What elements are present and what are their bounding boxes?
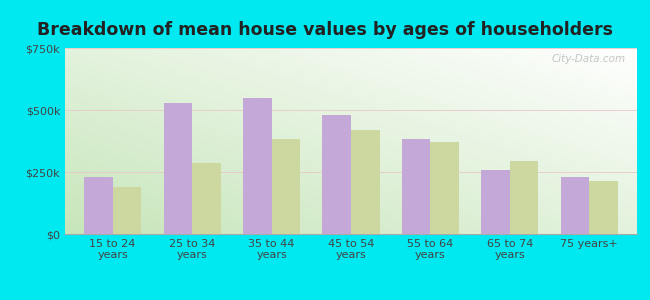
Bar xyxy=(112,187,141,234)
Bar xyxy=(561,177,590,234)
Bar xyxy=(351,130,380,234)
Text: Breakdown of mean house values by ages of householders: Breakdown of mean house values by ages o… xyxy=(37,21,613,39)
Bar xyxy=(164,103,192,234)
Bar xyxy=(243,98,272,234)
Bar xyxy=(402,139,430,234)
Bar xyxy=(322,115,351,234)
Bar xyxy=(84,177,112,234)
Bar xyxy=(590,181,618,234)
Bar xyxy=(510,161,538,234)
Text: City-Data.com: City-Data.com xyxy=(551,54,625,64)
Bar xyxy=(481,169,510,234)
Bar xyxy=(272,139,300,234)
Bar xyxy=(430,142,459,234)
Bar xyxy=(192,163,221,234)
